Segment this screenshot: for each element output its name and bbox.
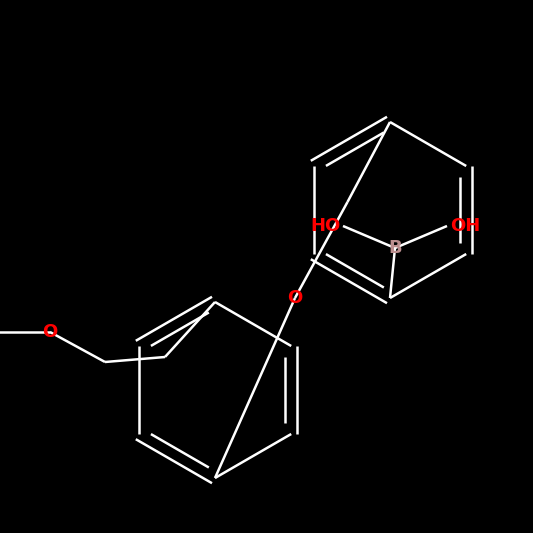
Text: O: O — [43, 323, 58, 341]
Text: HO: HO — [310, 217, 340, 235]
Text: O: O — [287, 289, 303, 307]
Text: OH: OH — [450, 217, 480, 235]
Text: B: B — [388, 239, 402, 257]
